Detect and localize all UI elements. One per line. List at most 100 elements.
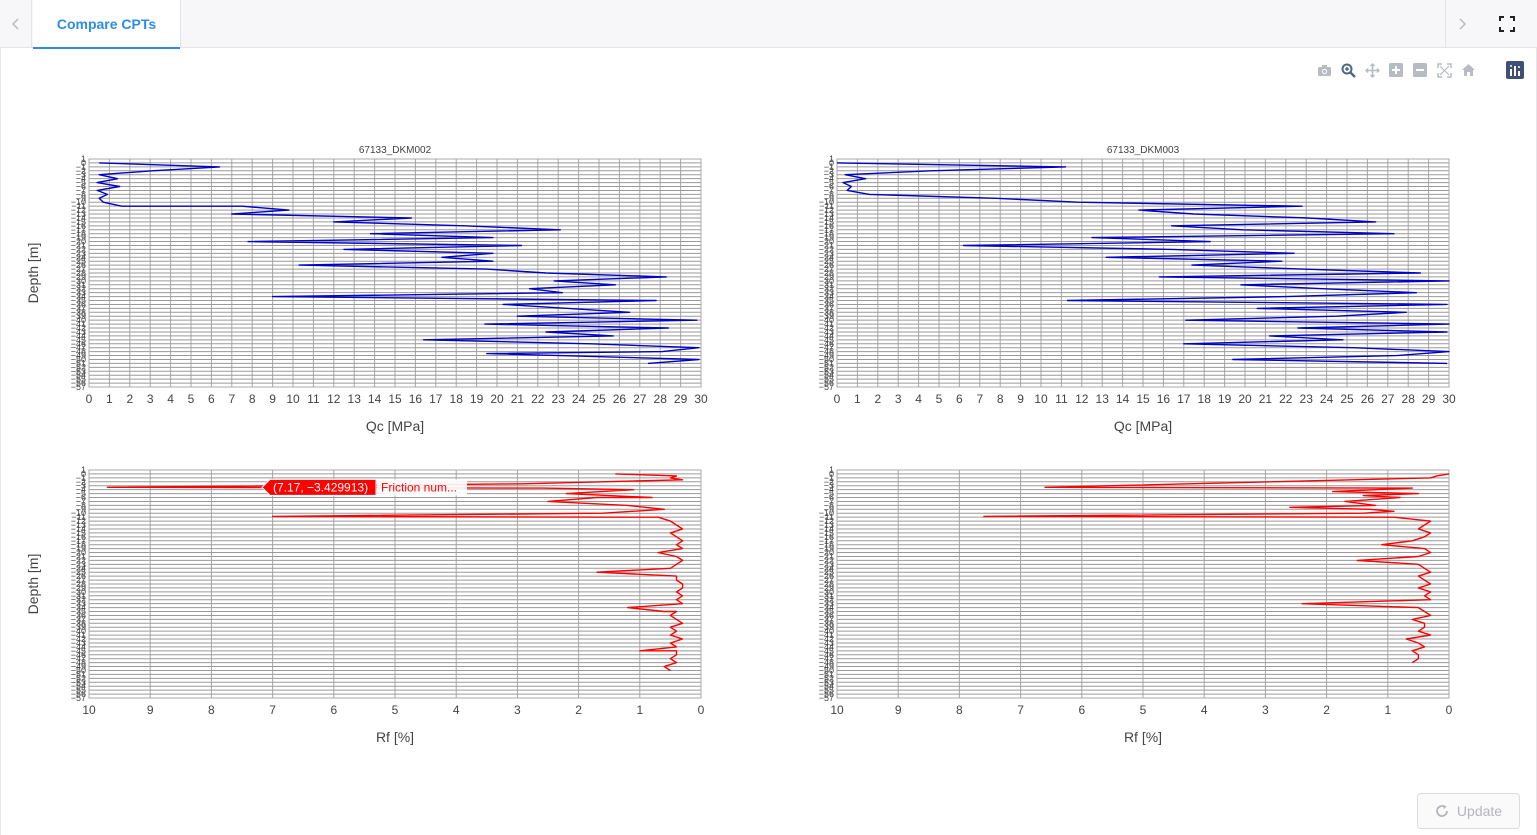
y-tick-label: −50 (819, 665, 834, 675)
y-tick-label: −38 (71, 307, 86, 317)
y-tick-label: −15 (819, 217, 834, 227)
x-tick-label: 6 (956, 392, 963, 406)
x-tick-label: 4 (915, 392, 922, 406)
y-tick-label: −54 (71, 681, 86, 691)
chevron-left-icon (11, 18, 19, 30)
hover-trace-box (377, 479, 467, 496)
y-tick-label: −21 (71, 551, 86, 561)
x-tick-label: 8 (249, 392, 256, 406)
y-tick-label: 1 (81, 465, 86, 475)
y-tick-label: −36 (819, 610, 834, 620)
x-tick-label: 25 (592, 392, 606, 406)
series-line-1[interactable] (836, 162, 1450, 365)
y-tick-label: −18 (819, 229, 834, 239)
y-tick-label: −24 (71, 252, 86, 262)
y-tick-label: −54 (819, 681, 834, 691)
y-tick-label: −43 (819, 327, 834, 337)
y-tick-label: −40 (819, 315, 834, 325)
update-button[interactable]: Update (1417, 793, 1520, 829)
y-tick-label: −50 (819, 354, 834, 364)
y-tick-label: −42 (819, 634, 834, 644)
x-tick-label: 27 (633, 392, 647, 406)
y-tick-label: −35 (71, 296, 86, 306)
x-tick-label: 17 (1177, 392, 1191, 406)
y-tick-label: −11 (71, 201, 86, 211)
y-tick-label: −52 (819, 673, 834, 683)
y-tick-label: −49 (71, 662, 86, 672)
y-tick-label: −24 (819, 563, 834, 573)
series-line-1[interactable] (96, 162, 700, 365)
y-tick-label: −41 (819, 319, 834, 329)
y-tick-label: −1 (76, 473, 86, 483)
y-tick-label: −15 (819, 528, 834, 538)
y-tick-label: −7 (824, 496, 834, 506)
x-tick-label: 29 (674, 392, 688, 406)
y-tick-label: −15 (71, 528, 86, 538)
reset-axes-button[interactable] (1456, 60, 1480, 80)
y-tick-label: −8 (824, 500, 834, 510)
y-tick-label: −38 (71, 618, 86, 628)
zoom-out-button[interactable] (1408, 60, 1432, 80)
tab-scroll-right-button[interactable] (1445, 0, 1477, 48)
y-tick-label: −31 (71, 280, 86, 290)
zoom-out-icon (1413, 63, 1427, 77)
x-tick-label: 4 (1201, 703, 1208, 717)
x-tick-label: 9 (147, 703, 154, 717)
x-tick-label: 6 (330, 703, 337, 717)
y-tick-label: −11 (819, 201, 834, 211)
y-tick-label: −23 (71, 559, 86, 569)
download-plot-button[interactable] (1312, 60, 1336, 80)
y-tick-label: −8 (76, 500, 86, 510)
x-tick-label: 7 (976, 392, 983, 406)
series-line-1[interactable] (983, 473, 1450, 664)
x-tick-label: 7 (269, 703, 276, 717)
y-tick-label: −6 (824, 182, 834, 192)
zoom-in-button[interactable] (1384, 60, 1408, 80)
chart-title: 67133_DKM002 (359, 145, 432, 156)
y-tick-label: −6 (76, 182, 86, 192)
y-tick-label: −39 (819, 311, 834, 321)
tab-scroll-left-button[interactable] (0, 0, 32, 48)
y-tick-label: −10 (71, 197, 86, 207)
y-tick-label: −13 (819, 520, 834, 530)
x-tick-label: 23 (552, 392, 566, 406)
x-axis-label: Qc [MPa] (366, 418, 424, 434)
y-tick-label: −49 (819, 662, 834, 672)
autoscale-button[interactable] (1432, 60, 1456, 80)
y-tick-label: −39 (71, 622, 86, 632)
x-tick-label: 15 (1136, 392, 1150, 406)
y-tick-label: −26 (819, 571, 834, 581)
x-tick-label: 11 (1055, 392, 1068, 406)
tab-compare-cpts[interactable]: Compare CPTs (33, 0, 181, 49)
fullscreen-button[interactable] (1491, 8, 1523, 40)
reset-axes-icon (1461, 64, 1475, 76)
x-tick-label: 20 (1238, 392, 1252, 406)
x-tick-label: 9 (895, 703, 902, 717)
fullscreen-icon (1499, 16, 1515, 32)
plot-frame (836, 158, 1450, 388)
y-tick-label: −44 (71, 642, 86, 652)
y-tick-label: −17 (71, 225, 86, 235)
y-tick-label: −14 (819, 213, 834, 223)
y-tick-label: −17 (819, 225, 834, 235)
cpt-chart-2: 0 1 2 3 4 5 6 7 8 9 10 11 12 13 14 15 16 17 18 19 20 21 22 23 24… (819, 145, 1456, 434)
x-tick-label: 19 (1218, 392, 1232, 406)
camera-icon (1317, 64, 1331, 76)
x-tick-label: 1 (636, 703, 643, 717)
x-tick-label: 13 (1096, 392, 1110, 406)
x-tick-label: 27 (1381, 392, 1395, 406)
update-button-label: Update (1456, 803, 1503, 819)
hover-point-text: (7.17, −3.429913) (273, 480, 368, 494)
x-tick-label: 26 (1361, 392, 1375, 406)
pan-button[interactable] (1360, 60, 1384, 80)
y-tick-label: −12 (71, 205, 86, 215)
y-tick-label: −35 (819, 296, 834, 306)
y-axis-label: Depth [m] (25, 243, 41, 304)
y-tick-label: −57 (71, 693, 86, 703)
y-tick-label: 1 (81, 154, 86, 164)
series-line-1[interactable] (106, 473, 684, 672)
zoom-button[interactable] (1336, 60, 1360, 80)
y-tick-label: −21 (819, 551, 834, 561)
plotly-logo-icon[interactable] (1506, 61, 1524, 79)
y-tick-label: 0 (81, 469, 86, 479)
